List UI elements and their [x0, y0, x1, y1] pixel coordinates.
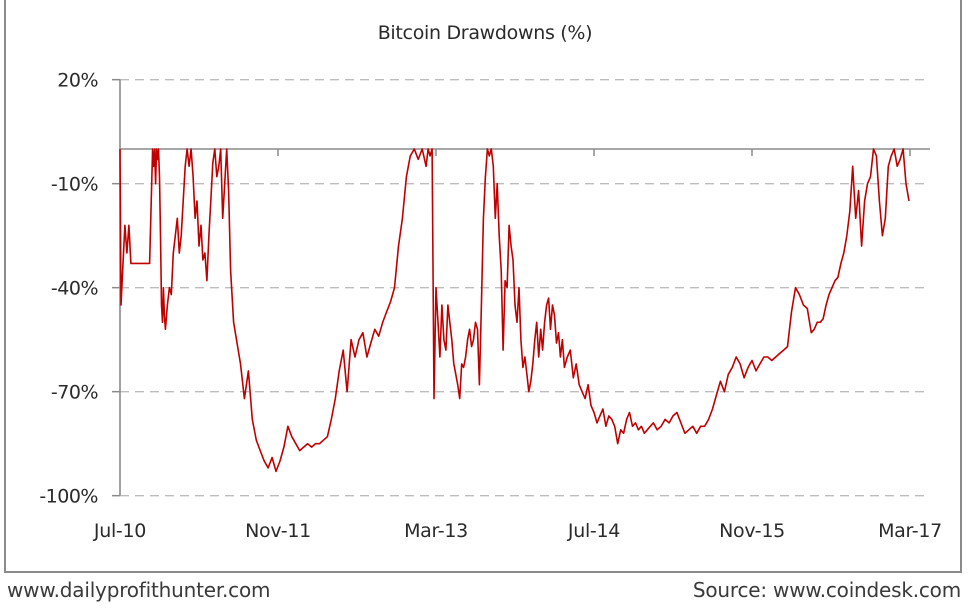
y-tick-label: -40% [51, 278, 98, 300]
x-tick-label: Mar-13 [404, 520, 468, 542]
chart-title: Bitcoin Drawdowns (%) [377, 22, 593, 44]
drawdown-line [119, 148, 910, 473]
website-credit: www.dailyprofithunter.com [7, 578, 271, 602]
y-tick-label: -100% [39, 486, 98, 508]
gridlines [120, 79, 930, 497]
y-axis-labels: 20% -10% -40% -70% -100% [39, 70, 98, 508]
chart-frame [4, 0, 962, 573]
x-axis-labels: Jul-10 Nov-11 Mar-13 Jul-14 Nov-15 Mar-17 [93, 520, 942, 542]
y-tick-label: -70% [51, 382, 98, 404]
x-tick-label: Nov-15 [719, 520, 785, 542]
y-tick-label: 20% [57, 70, 98, 92]
x-tick-label: Jul-14 [567, 520, 620, 542]
x-tick-label: Jul-10 [93, 520, 146, 542]
source-credit: Source: www.coindesk.com [692, 578, 961, 602]
x-tick-label: Nov-11 [245, 520, 311, 542]
x-tick-label: Mar-17 [878, 520, 942, 542]
y-tick-label: -10% [51, 174, 98, 196]
axes [112, 78, 930, 497]
